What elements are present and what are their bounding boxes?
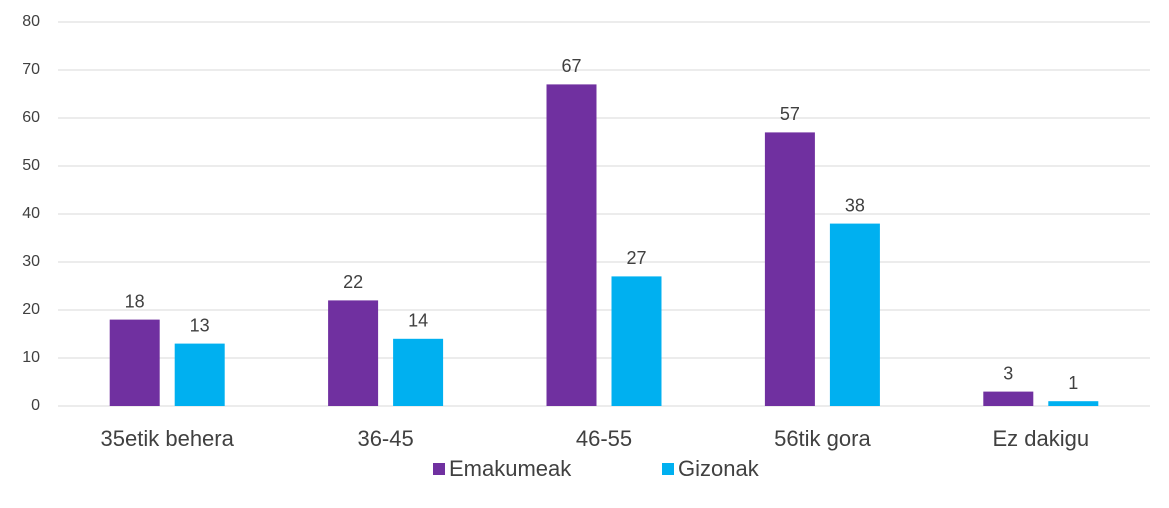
- value-label: 1: [1068, 373, 1078, 393]
- legend-label: Gizonak: [678, 456, 760, 481]
- y-tick-label: 80: [22, 13, 40, 30]
- legend-swatch: [433, 463, 445, 475]
- value-label: 18: [125, 291, 145, 311]
- value-label: 38: [845, 195, 865, 215]
- x-tick-label: 56tik gora: [774, 426, 871, 451]
- legend-label: Emakumeak: [449, 456, 572, 481]
- bar: [1048, 401, 1099, 406]
- value-label: 13: [190, 315, 210, 335]
- bar: [393, 338, 444, 406]
- value-label: 57: [780, 104, 800, 124]
- x-tick-label: 46-55: [576, 426, 632, 451]
- bar: [174, 343, 225, 406]
- bar: [611, 276, 662, 406]
- value-label: 67: [561, 56, 581, 76]
- x-tick-label: 36-45: [357, 426, 413, 451]
- y-tick-label: 0: [31, 397, 40, 414]
- legend-swatch: [662, 463, 674, 475]
- x-tick-label: Ez dakigu: [992, 426, 1089, 451]
- bar: [829, 223, 880, 406]
- bar: [109, 319, 160, 406]
- y-tick-label: 10: [22, 349, 40, 366]
- bar: [546, 84, 597, 407]
- value-label: 22: [343, 272, 363, 292]
- bar: [328, 300, 379, 406]
- value-label: 14: [408, 311, 428, 331]
- bar: [764, 132, 815, 406]
- x-tick-label: 35etik behera: [101, 426, 235, 451]
- value-label: 27: [626, 248, 646, 268]
- value-label: 3: [1003, 363, 1013, 383]
- y-tick-label: 70: [22, 61, 40, 78]
- y-tick-label: 40: [22, 205, 40, 222]
- bar: [983, 391, 1034, 406]
- y-tick-label: 30: [22, 253, 40, 270]
- y-tick-label: 50: [22, 157, 40, 174]
- y-tick-label: 60: [22, 109, 40, 126]
- y-tick-label: 20: [22, 301, 40, 318]
